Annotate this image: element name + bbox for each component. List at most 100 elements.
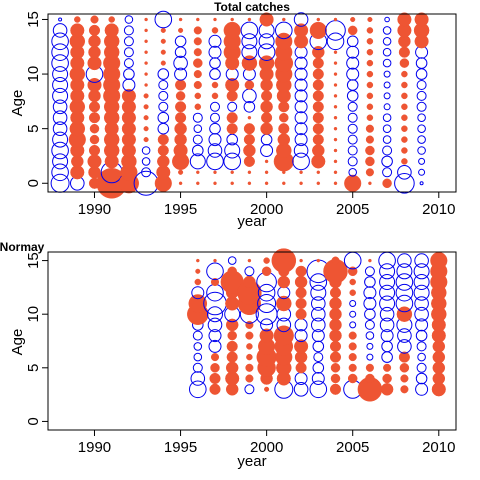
total-catches-negative-bubble [417,124,426,133]
total-catches-positive-bubble [108,16,115,23]
total-catches-positive-bubble [278,101,290,113]
total-catches-x-tick-label: 1990 [78,201,111,218]
total-catches-positive-bubble [277,133,291,146]
normay-negative-bubble [415,318,429,332]
total-catches-positive-bubble [261,90,273,102]
total-catches-positive-bubble [333,61,338,65]
normay-negative-bubble [380,329,394,343]
total-catches-negative-bubble [382,26,392,35]
total-catches-negative-bubble [192,144,204,157]
total-catches-positive-bubble [211,27,219,34]
total-catches-negative-bubble [347,134,358,145]
total-catches-positive-bubble [193,48,202,57]
total-catches-negative-bubble [157,111,170,124]
normay-negative-bubble [364,308,376,321]
normay-negative-bubble [365,331,375,340]
total-catches-positive-bubble [157,134,169,146]
total-catches-negative-bubble [383,70,391,78]
total-catches-positive-bubble [333,148,338,153]
normay-positive-bubble [398,351,410,363]
total-catches-positive-bubble [121,88,136,103]
total-catches-positive-bubble [368,181,372,186]
normay-negative-bubble [381,351,393,363]
total-catches-negative-bubble [294,67,308,81]
total-catches-plot-frame [47,13,457,193]
total-catches-negative-bubble [158,80,169,90]
total-catches-positive-bubble [333,115,338,120]
total-catches-positive-bubble [90,15,99,24]
normay-positive-bubble [263,257,270,264]
total-catches-negative-bubble [52,131,69,148]
total-catches-negative-bubble [52,121,68,136]
total-catches-negative-bubble [346,35,359,48]
total-catches-positive-bubble [333,72,338,76]
normay-negative-bubble [366,342,374,350]
total-catches-positive-bubble [366,114,374,121]
total-catches-positive-bubble [88,35,101,48]
normay-negative-bubble [311,306,326,322]
total-catches-positive-bubble [365,135,374,144]
normay-x-tick-label: 1995 [164,439,197,456]
total-catches-positive-bubble [333,105,338,109]
normay-positive-bubble [331,256,340,265]
normay-negative-bubble [395,273,414,291]
total-catches-negative-bubble [223,152,241,171]
total-catches-positive-bubble [193,26,202,35]
normay-negative-bubble [312,340,325,353]
normay-positive-bubble [294,339,309,354]
total-catches-positive-bubble [178,17,183,22]
total-catches-positive-bubble [89,134,100,145]
total-catches-positive-bubble [347,25,358,36]
total-catches-positive-bubble [243,134,255,146]
normay-positive-bubble [329,318,342,332]
normay-negative-bubble [349,310,357,318]
total-catches-bubbles [50,10,430,199]
normay-negative-bubble [312,362,325,374]
total-catches-negative-bubble [210,101,220,112]
total-catches-positive-bubble [333,126,338,131]
normay-y-tick-label: 15 [25,252,42,269]
total-catches-positive-bubble [144,61,148,65]
total-catches-positive-bubble [367,16,373,23]
total-catches-positive-bubble [160,38,166,44]
total-catches-positive-bubble [282,181,286,186]
total-catches-y-tick-label: 10 [25,66,42,83]
normay-negative-bubble [413,284,430,301]
normay-negative-bubble [255,303,278,326]
total-catches-negative-bubble [383,92,391,100]
total-catches-positive-bubble [174,122,187,135]
total-catches-positive-bubble [401,136,408,143]
total-catches-positive-bubble [88,101,101,113]
total-catches-negative-bubble [382,145,393,156]
total-catches-positive-bubble [211,92,219,100]
normay-negative-bubble [206,283,224,302]
total-catches-y-axis-label: Age [9,90,26,117]
total-catches-positive-bubble [196,181,200,186]
normay-positive-bubble [188,294,208,313]
normay-negative-bubble [189,380,207,399]
total-catches-negative-bubble [382,47,392,57]
total-catches-negative-bubble [192,112,203,123]
total-catches-y-tick-label: 15 [25,11,42,28]
total-catches-negative-bubble [242,88,257,104]
normay-negative-bubble [244,266,255,277]
normay-positive-bubble [273,325,294,346]
total-catches-negative-bubble [294,133,308,147]
total-catches-negative-bubble [382,135,392,144]
total-catches-negative-bubble [384,16,390,23]
total-catches-negative-bubble [224,142,241,159]
total-catches-positive-bubble [160,60,166,66]
total-catches-positive-bubble [333,170,338,175]
normay-positive-bubble [347,373,358,384]
total-catches-x-tick-label: 2010 [422,201,455,218]
total-catches-positive-bubble [244,80,255,90]
total-catches-positive-bubble [264,181,269,186]
normay-negative-bubble [415,382,429,396]
total-catches-negative-bubble [347,145,358,156]
normay-negative-bubble [349,321,357,329]
normay-positive-bubble [348,363,357,372]
normay-positive-bubble [210,277,220,287]
normay-negative-bubble [413,263,430,280]
normay-positive-bubble [225,318,239,332]
normay-negative-bubble [311,296,326,311]
